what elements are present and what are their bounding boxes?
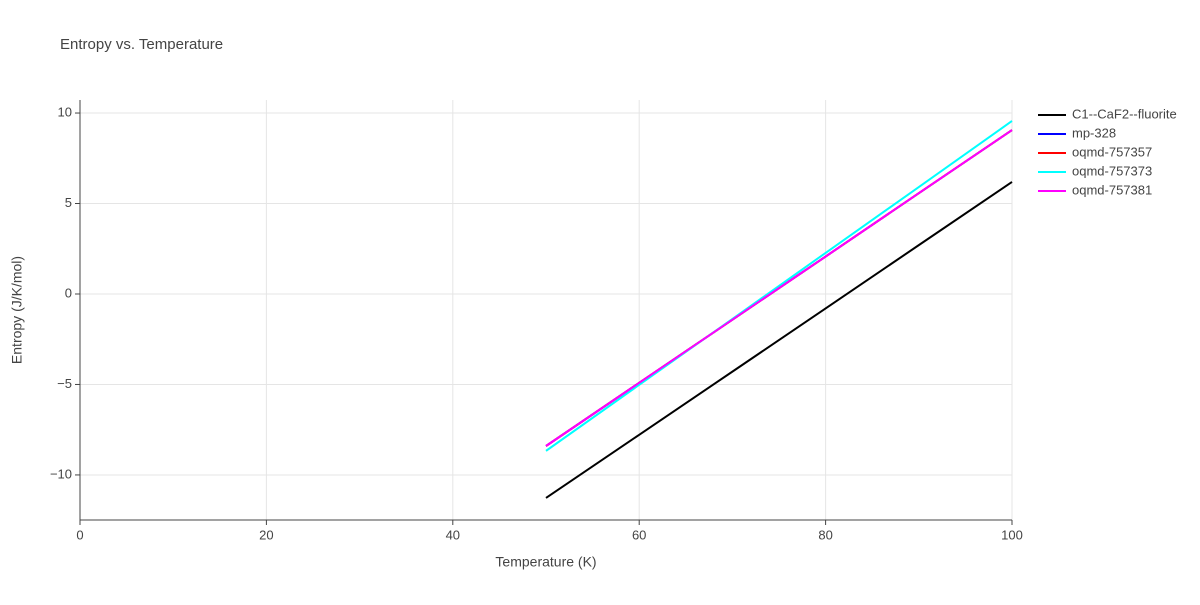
series-line bbox=[545, 181, 1013, 499]
chart-title: Entropy vs. Temperature bbox=[60, 36, 223, 53]
y-tick-label: 10 bbox=[58, 104, 72, 119]
y-axis-title: Entropy (J/K/mol) bbox=[9, 256, 25, 364]
legend-label: C1--CaF2--fluorite bbox=[1072, 106, 1177, 121]
y-tick-label: −10 bbox=[50, 466, 72, 481]
x-tick-label: 40 bbox=[446, 527, 460, 542]
legend-label: mp-328 bbox=[1072, 125, 1116, 140]
x-tick-label: 80 bbox=[818, 527, 832, 542]
x-tick-label: 0 bbox=[76, 527, 83, 542]
x-tick-label: 100 bbox=[1001, 527, 1023, 542]
x-tick-label: 20 bbox=[259, 527, 273, 542]
legend-label: oqmd-757381 bbox=[1072, 182, 1152, 197]
y-tick-label: 5 bbox=[65, 195, 72, 210]
y-tick-label: −5 bbox=[57, 376, 72, 391]
legend-label: oqmd-757373 bbox=[1072, 163, 1152, 178]
x-axis-title: Temperature (K) bbox=[495, 554, 596, 570]
series-line bbox=[545, 120, 1013, 452]
series-line bbox=[545, 129, 1013, 447]
y-tick-label: 0 bbox=[65, 285, 72, 300]
x-tick-label: 60 bbox=[632, 527, 646, 542]
legend-label: oqmd-757357 bbox=[1072, 144, 1152, 159]
